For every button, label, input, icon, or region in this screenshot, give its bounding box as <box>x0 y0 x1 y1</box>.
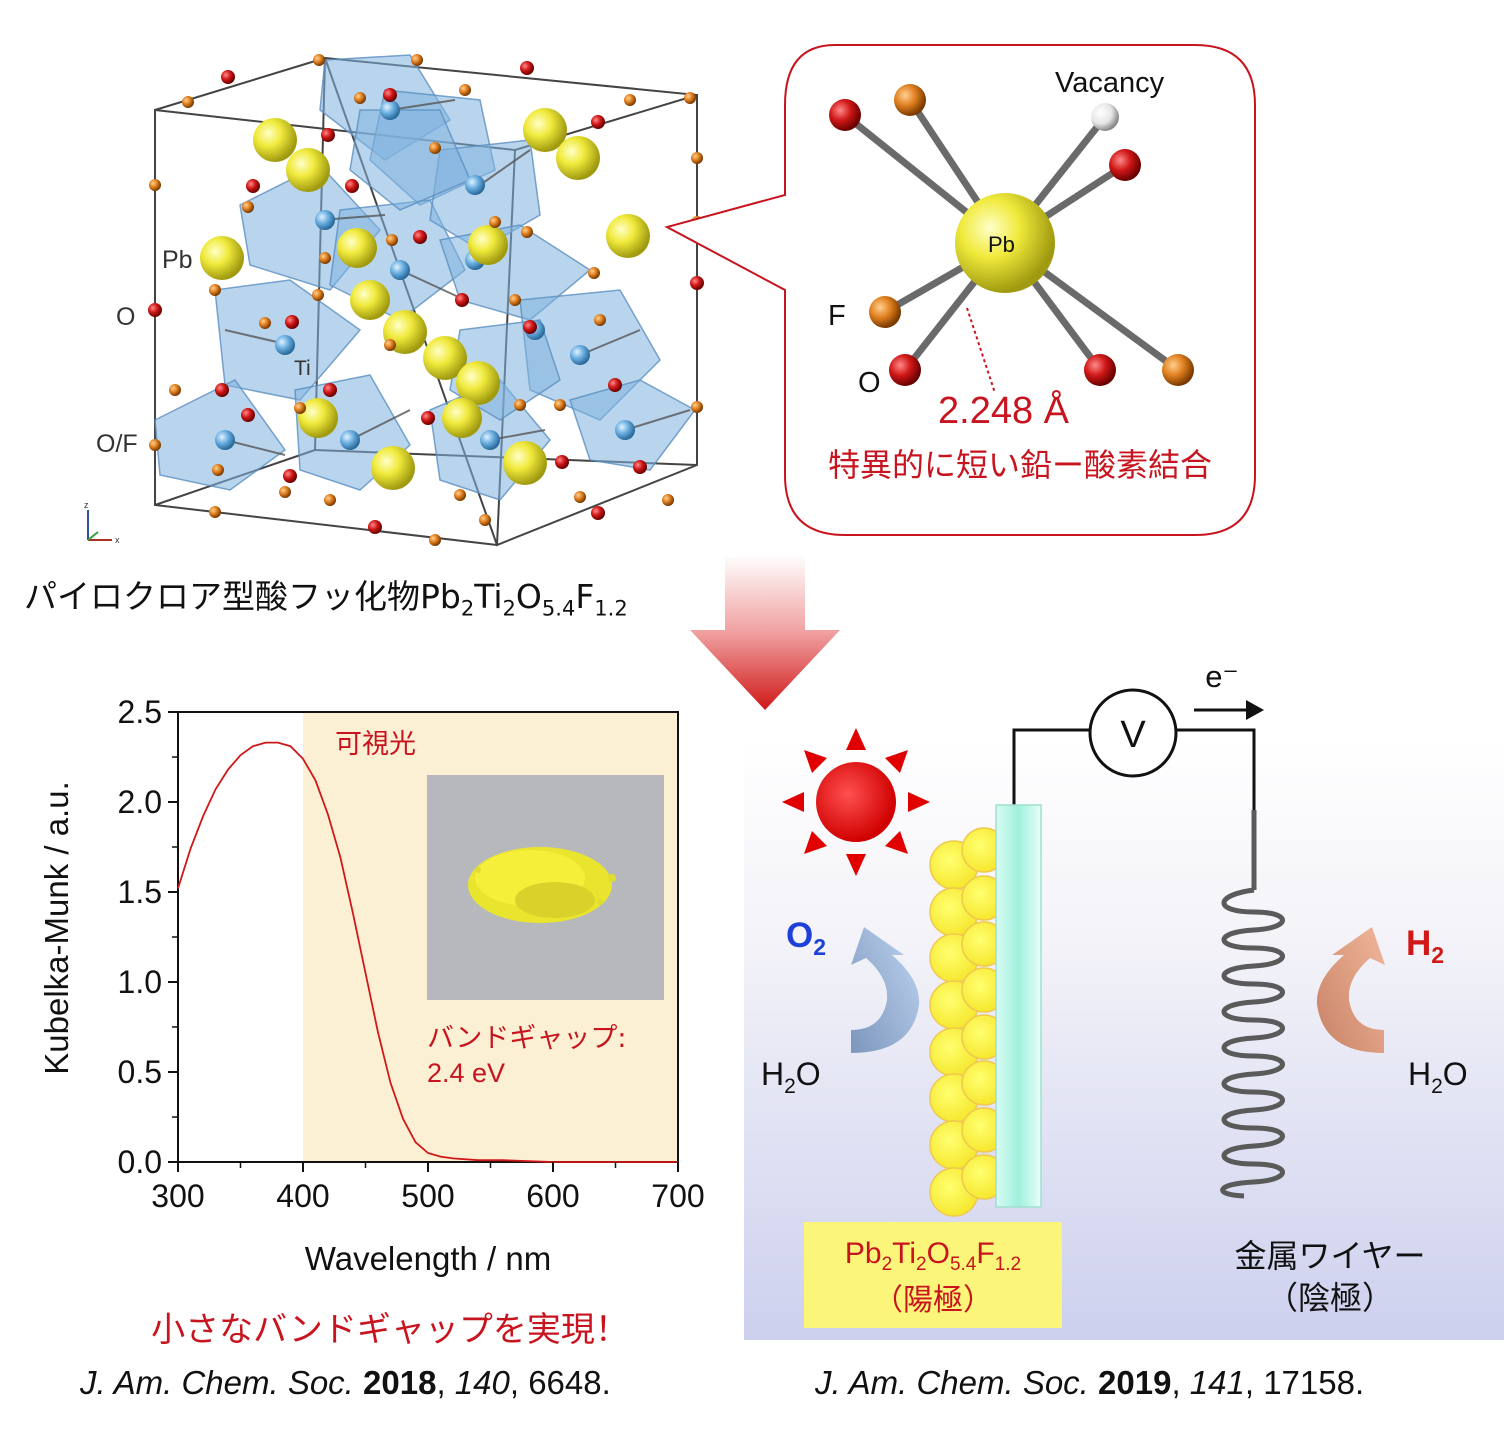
absorption-chart: 300 400 500 600 700 0.0 0.5 1.0 1.5 2.0 2.5 可視光 バ… <box>38 694 705 1277</box>
conclusion-text: 小さなバンドギャップを実現！ <box>151 1310 629 1350</box>
callout-bubble <box>664 44 1256 536</box>
label-pb-center: Pb <box>988 232 1015 257</box>
cathode-caption: 金属ワイヤー （陰極） <box>1192 1235 1468 1319</box>
bond-note: 特異的に短い鉛ー酸素結合 <box>828 446 1212 484</box>
cathode-name: 金属ワイヤー <box>1234 1237 1426 1275</box>
electron-flow-arrow: e⁻ <box>1194 659 1264 720</box>
crystal-caption: パイロクロア型酸フッ化物Pb2Ti2O5.4F1.2 <box>24 577 628 621</box>
anode-formula: Pb2Ti2O5.4F1.2 <box>844 1237 1022 1275</box>
label-f: F <box>828 300 846 332</box>
of-atoms <box>149 54 703 546</box>
f-atom <box>1162 354 1194 386</box>
svg-text:z: z <box>84 500 89 510</box>
svg-text:x: x <box>115 535 120 545</box>
h2-evolution-arrow <box>1316 927 1385 1080</box>
pb-atoms <box>200 108 650 490</box>
km-spectrum-line <box>177 741 678 1163</box>
vacancy-site <box>1091 103 1119 131</box>
sun-icon <box>782 728 930 876</box>
svg-text:e⁻: e⁻ <box>1205 659 1239 694</box>
visible-label: 可視光 <box>335 729 416 760</box>
y-tick-label: 2.0 <box>118 784 162 820</box>
y-tick-label: 1.5 <box>118 874 162 910</box>
x-tick-label: 400 <box>276 1178 329 1214</box>
anode-caption-box: Pb2Ti2O5.4F1.2 （陽極） <box>804 1222 1062 1328</box>
label-o: O <box>858 367 881 399</box>
o-atom <box>889 354 921 386</box>
bond-length-marker <box>966 307 996 394</box>
o-atom <box>829 99 861 131</box>
o-atom <box>1109 149 1141 181</box>
bond-length-value: 2.248 Å <box>938 388 1070 432</box>
x-tick-label: 600 <box>526 1178 579 1214</box>
label-o: O <box>116 303 135 331</box>
electrode-plate <box>995 804 1042 1208</box>
label-pb: Pb <box>162 246 193 274</box>
x-tick-label: 300 <box>151 1178 204 1214</box>
y-tick-label: 2.5 <box>118 694 162 730</box>
bond-detail-callout: Vacancy Pb F O 2.248 Å 特異的に短い鉛ー酸素結合 <box>664 44 1256 536</box>
x-axis-label: Wavelength / nm <box>305 1240 551 1277</box>
axis-triad-icon: z x <box>84 500 120 545</box>
bandgap-label: バンドギャップ: <box>427 1023 626 1054</box>
circuit-wire <box>1012 728 1256 810</box>
cathode-role: （陰極） <box>1265 1279 1394 1317</box>
y-tick-label: 0.5 <box>118 1054 162 1090</box>
y-tick-label: 0.0 <box>118 1144 162 1180</box>
ti-octahedra <box>154 54 697 501</box>
anode-role: （陽極） <box>873 1283 993 1318</box>
crystal-structure-figure: Pb O Ti O/F z x <box>84 54 704 547</box>
pb-atom <box>955 193 1055 293</box>
y-tick-label: 1.0 <box>118 964 162 1000</box>
powder-photo <box>427 775 664 1000</box>
o-atom <box>1084 354 1116 386</box>
x-tick-label: 700 <box>651 1178 704 1214</box>
citation-2018: J. Am. Chem. Soc. 2018, 140, 6648. <box>80 1364 611 1401</box>
x-tick-label: 500 <box>401 1178 454 1214</box>
voltmeter: V <box>1088 688 1178 778</box>
h2o-left-label: H2O <box>761 1056 821 1098</box>
o-atoms <box>148 61 704 534</box>
bandgap-value: 2.4 eV <box>427 1058 505 1088</box>
o2-evolution-arrow <box>851 927 920 1080</box>
f-atom <box>869 296 901 328</box>
f-atom <box>894 84 926 116</box>
citation-2019: J. Am. Chem. Soc. 2019, 141, 17158. <box>815 1364 1365 1401</box>
y-axis-label: Kubelka-Munk / a.u. <box>38 781 75 1075</box>
label-ti: Ti <box>294 357 311 380</box>
crystal-bonds <box>224 99 691 456</box>
label-vacancy: Vacancy <box>1055 67 1165 99</box>
svg-text:V: V <box>1120 714 1146 756</box>
metal-wire-coil <box>1220 810 1285 1199</box>
label-of: O/F <box>96 430 138 458</box>
h2-label: H2 <box>1406 924 1444 968</box>
o2-label: O2 <box>786 916 826 960</box>
photocatalyst-particles <box>929 827 1007 1217</box>
h2o-right-label: H2O <box>1408 1056 1468 1098</box>
down-arrow <box>690 555 840 710</box>
